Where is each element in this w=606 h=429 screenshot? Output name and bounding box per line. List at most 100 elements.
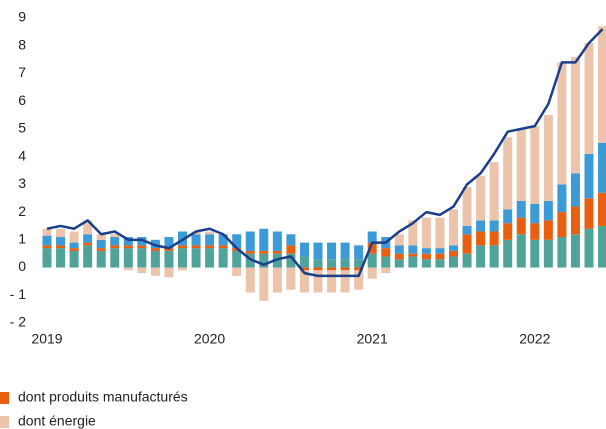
bar-segment: [313, 242, 323, 260]
bar-segment: [570, 234, 580, 268]
bar-segment: [476, 245, 486, 268]
bar-segment: [489, 245, 499, 268]
bar-segment: [543, 220, 553, 240]
bar-segment: [56, 245, 66, 249]
bar-segment: [110, 237, 120, 246]
bar-segment: [272, 250, 282, 254]
bar-segment: [313, 259, 323, 268]
bar-segment: [232, 267, 242, 276]
bar-segment: [381, 248, 391, 257]
bar-segment: [462, 187, 472, 226]
bar-segment: [449, 245, 458, 251]
bar-segment: [191, 234, 201, 246]
bar-segment: [530, 239, 540, 268]
bar-segment: [421, 217, 431, 249]
bar-segment: [598, 26, 606, 143]
bar-segment: [503, 137, 513, 210]
bar-segment: [421, 253, 431, 260]
bar-segment: [435, 248, 445, 254]
bar-segment: [367, 267, 377, 279]
y-tick-label: 0: [18, 258, 26, 274]
bar-segment: [83, 234, 93, 243]
bar-segment: [462, 253, 472, 268]
bar-segment: [218, 245, 228, 249]
bar-segment: [83, 220, 93, 235]
bar-segment: [516, 217, 526, 235]
bar-segment: [327, 267, 337, 271]
bar-segment: [123, 267, 133, 271]
bar-segment: [56, 237, 66, 246]
bar-segment: [191, 245, 201, 249]
bar-segment: [435, 253, 445, 260]
y-tick-label: 8: [18, 36, 26, 52]
bar-segment: [408, 256, 418, 268]
bar-segment: [557, 237, 567, 268]
bar-segment: [178, 245, 187, 249]
bar-segment: [476, 220, 486, 232]
bar-segment: [570, 56, 580, 174]
bar-segment: [584, 42, 594, 154]
bar-segment: [354, 259, 364, 268]
bar-segment: [56, 228, 66, 238]
legend-swatch: [0, 416, 9, 428]
bar-segment: [110, 245, 120, 249]
bar-segment: [543, 201, 553, 221]
x-tick-label: 2019: [31, 331, 62, 347]
bar-segment: [340, 270, 350, 293]
bar-segment: [476, 176, 486, 221]
bar-segment: [96, 248, 106, 251]
bar-segment: [340, 259, 350, 268]
bar-segment: [584, 153, 594, 199]
bar-segment: [381, 267, 391, 274]
bar-segment: [123, 248, 133, 268]
bar-segment: [205, 231, 215, 235]
bar-segment: [367, 231, 377, 243]
bar-segment: [476, 231, 486, 246]
bar-segment: [462, 225, 472, 235]
bar-segment: [503, 223, 513, 240]
bar-segment: [286, 253, 296, 268]
bar-segment: [381, 256, 391, 268]
bar-segment: [584, 228, 594, 268]
bar-segment: [516, 201, 526, 218]
bar-segment: [516, 234, 526, 268]
legend-swatch: [0, 392, 9, 404]
bar-segment: [489, 162, 499, 221]
bar-segment: [367, 253, 377, 268]
bar-segment: [123, 237, 133, 246]
bar-segment: [96, 234, 106, 240]
bar-segment: [313, 267, 323, 271]
bar-segment: [218, 234, 228, 246]
bar-segment: [191, 248, 201, 268]
y-tick-label: 7: [18, 64, 26, 80]
y-tick-label: 6: [18, 92, 26, 108]
bar-segment: [543, 115, 553, 201]
bar-segment: [394, 253, 404, 260]
bar-segment: [530, 203, 540, 224]
bar-segment: [435, 217, 445, 249]
bar-segment: [435, 259, 445, 268]
bar-segment: [123, 245, 133, 249]
bar-segment: [421, 248, 431, 254]
bar-segment: [164, 237, 174, 249]
bar-segment: [178, 248, 187, 268]
bar-segment: [205, 234, 215, 246]
bar-segment: [299, 242, 309, 257]
bar-segment: [503, 239, 513, 268]
bar-segment: [449, 250, 458, 257]
line-series: [46, 28, 604, 278]
x-tick-label: 2022: [519, 331, 550, 347]
legend-label: dont énergie: [18, 413, 96, 429]
bar-segment: [299, 256, 309, 268]
y-tick-label: - 2: [10, 314, 27, 330]
bar-segment: [489, 231, 499, 246]
bar-segment: [150, 248, 160, 251]
bar-segment: [530, 126, 540, 204]
bar-segment: [557, 184, 567, 213]
bar-segment: [245, 267, 255, 293]
bar-segment: [42, 228, 52, 236]
y-tick-label: 4: [18, 147, 26, 163]
bar-segment: [164, 248, 174, 251]
bar-segment: [421, 259, 431, 268]
